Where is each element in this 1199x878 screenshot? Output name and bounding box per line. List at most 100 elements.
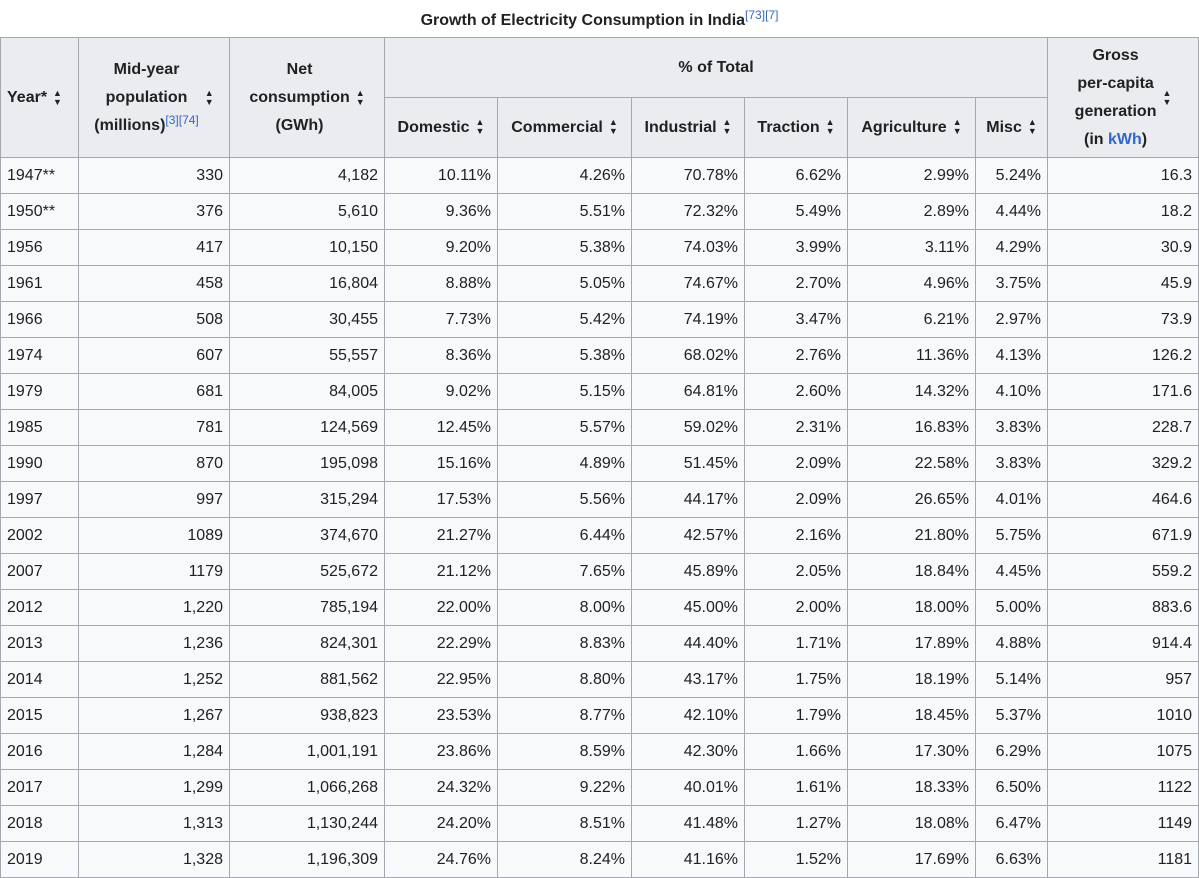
net-consumption-cell: 16,804 <box>229 265 385 302</box>
net-header-line2: consumption <box>249 88 350 106</box>
domestic-cell: 21.27% <box>384 517 498 554</box>
traction-cell: 1.75% <box>744 661 848 698</box>
population-cell: 781 <box>78 409 230 446</box>
col-header-year[interactable]: Year* ▲ ▼ <box>0 37 79 158</box>
gross-generation-cell: 464.6 <box>1047 481 1199 518</box>
traction-cell: 2.09% <box>744 445 848 482</box>
table-row: 1947** 330 4,182 10.11% 4.26% 70.78% 6.62% 2.99… <box>0 157 1199 194</box>
industrial-cell: 74.19% <box>631 301 745 338</box>
population-header-line3: (millions) <box>94 116 166 134</box>
commercial-cell: 7.65% <box>497 553 632 590</box>
year-cell: 2019 <box>0 841 79 878</box>
domestic-cell: 23.86% <box>384 733 498 770</box>
col-header-traction[interactable]: Traction ▲ ▼ <box>744 97 848 158</box>
population-refs[interactable]: [3][74] <box>165 112 199 127</box>
industrial-cell: 64.81% <box>631 373 745 410</box>
net-header-line3: (GWh) <box>275 116 324 134</box>
net-consumption-cell: 881,562 <box>229 661 385 698</box>
col-header-net-consumption[interactable]: Net consumption (GWh) ▲ ▼ <box>229 37 385 158</box>
net-consumption-cell: 824,301 <box>229 625 385 662</box>
table-row: 1997 997 315,294 17.53% 5.56% 44.17% 2.09% 26.6… <box>0 481 1199 518</box>
misc-cell: 4.01% <box>974 481 1049 518</box>
sort-icon[interactable]: ▲ ▼ <box>1027 117 1037 137</box>
sort-icon[interactable]: ▲ ▼ <box>952 117 962 137</box>
col-header-agriculture[interactable]: Agriculture ▲ ▼ <box>847 97 976 158</box>
industrial-cell: 42.57% <box>631 517 745 554</box>
sort-icon[interactable]: ▲ ▼ <box>722 117 732 137</box>
misc-cell: 6.63% <box>974 841 1049 878</box>
table-row: 1974 607 55,557 8.36% 5.38% 68.02% 2.76% 11.36%… <box>0 337 1199 374</box>
traction-cell: 3.99% <box>744 229 848 266</box>
population-cell: 1,220 <box>78 589 230 626</box>
net-consumption-cell: 5,610 <box>229 193 385 230</box>
sort-icon[interactable]: ▲ ▼ <box>825 117 835 137</box>
traction-cell: 2.00% <box>744 589 848 626</box>
industrial-cell: 42.10% <box>631 697 745 734</box>
year-cell: 2017 <box>0 769 79 806</box>
agriculture-cell: 2.99% <box>847 157 976 194</box>
industrial-cell: 74.03% <box>631 229 745 266</box>
net-header-line1: Net <box>286 60 313 78</box>
header-row-top: Year* ▲ ▼ Mid-year population (millions)[… <box>0 37 1199 158</box>
misc-cell: 4.29% <box>974 229 1049 266</box>
agriculture-cell: 14.32% <box>847 373 976 410</box>
year-cell: 2007 <box>0 553 79 590</box>
commercial-cell: 8.59% <box>497 733 632 770</box>
industrial-cell: 43.17% <box>631 661 745 698</box>
net-consumption-cell: 1,001,191 <box>229 733 385 770</box>
col-header-misc[interactable]: Misc ▲ ▼ <box>974 97 1049 158</box>
agriculture-cell: 18.33% <box>847 769 976 806</box>
misc-cell: 2.97% <box>974 301 1049 338</box>
sort-icon[interactable]: ▲ ▼ <box>608 117 618 137</box>
col-header-domestic[interactable]: Domestic ▲ ▼ <box>384 97 498 158</box>
misc-cell: 6.29% <box>974 733 1049 770</box>
net-consumption-cell: 30,455 <box>229 301 385 338</box>
traction-cell: 6.62% <box>744 157 848 194</box>
commercial-cell: 5.38% <box>497 229 632 266</box>
sort-icon[interactable]: ▲ ▼ <box>355 87 365 107</box>
kwh-link[interactable]: kWh <box>1108 130 1142 148</box>
year-cell: 2016 <box>0 733 79 770</box>
gross-generation-cell: 126.2 <box>1047 337 1199 374</box>
table-row: 2018 1,313 1,130,244 24.20% 8.51% 41.48% 1.27%… <box>0 805 1199 842</box>
domestic-cell: 24.20% <box>384 805 498 842</box>
sort-icon[interactable]: ▲ ▼ <box>1162 87 1172 107</box>
gross-generation-cell: 671.9 <box>1047 517 1199 554</box>
industrial-header-label: Industrial <box>644 118 717 136</box>
misc-cell: 5.14% <box>974 661 1049 698</box>
gross-generation-cell: 1122 <box>1047 769 1199 806</box>
caption-refs[interactable]: [73][7] <box>745 8 779 22</box>
year-cell: 2015 <box>0 697 79 734</box>
table-row: 2012 1,220 785,194 22.00% 8.00% 45.00% 2.00% 18… <box>0 589 1199 626</box>
industrial-cell: 44.17% <box>631 481 745 518</box>
gross-header-line1: Gross <box>1092 46 1139 64</box>
table-row: 1985 781 124,569 12.45% 5.57% 59.02% 2.31% 16.8… <box>0 409 1199 446</box>
col-header-commercial[interactable]: Commercial ▲ ▼ <box>497 97 632 158</box>
domestic-cell: 10.11% <box>384 157 498 194</box>
year-cell: 1947** <box>0 157 79 194</box>
population-cell: 1179 <box>78 553 230 590</box>
gross-generation-cell: 73.9 <box>1047 301 1199 338</box>
gross-generation-cell: 883.6 <box>1047 589 1199 626</box>
gross-generation-cell: 30.9 <box>1047 229 1199 266</box>
sort-icon[interactable]: ▲ ▼ <box>475 117 485 137</box>
agriculture-cell: 21.80% <box>847 517 976 554</box>
col-header-gross-generation[interactable]: Gross per-capita generation (in kWh) ▲ ▼ <box>1047 37 1199 158</box>
net-consumption-cell: 938,823 <box>229 697 385 734</box>
col-header-population[interactable]: Mid-year population (millions)[3][74] ▲ ▼ <box>78 37 230 158</box>
table-row: 2007 1179 525,672 21.12% 7.65% 45.89% 2.05% 18.… <box>0 553 1199 590</box>
traction-cell: 1.61% <box>744 769 848 806</box>
agriculture-cell: 18.45% <box>847 697 976 734</box>
sort-icon[interactable]: ▲ ▼ <box>53 87 62 107</box>
domestic-cell: 9.02% <box>384 373 498 410</box>
sort-icon[interactable]: ▲ ▼ <box>204 87 214 107</box>
col-header-industrial[interactable]: Industrial ▲ ▼ <box>631 97 745 158</box>
traction-cell: 2.76% <box>744 337 848 374</box>
traction-cell: 1.79% <box>744 697 848 734</box>
table-row: 1961 458 16,804 8.88% 5.05% 74.67% 2.70% 4.96% 3… <box>0 265 1199 302</box>
gross-header-line2: per-capita <box>1077 74 1154 92</box>
table-row: 2014 1,252 881,562 22.95% 8.80% 43.17% 1.75% 18… <box>0 661 1199 698</box>
net-consumption-cell: 84,005 <box>229 373 385 410</box>
year-header-label: Year* <box>7 88 48 106</box>
domestic-cell: 15.16% <box>384 445 498 482</box>
